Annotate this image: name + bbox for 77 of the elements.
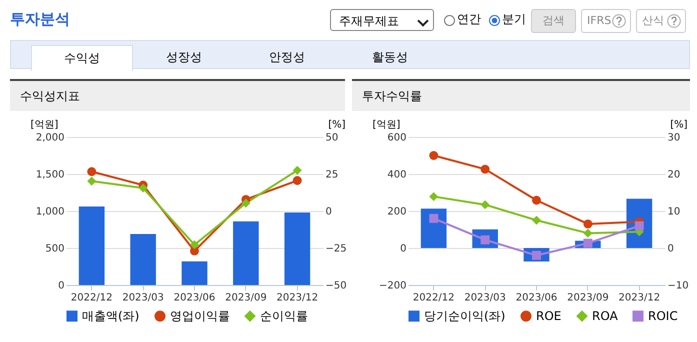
point: [87, 167, 96, 176]
x-tick-label: 2023/12: [618, 292, 660, 304]
point: [532, 196, 541, 205]
y-tick-label: 2,000: [36, 132, 64, 144]
bar: [182, 261, 208, 285]
y-tick-label: −200: [379, 280, 406, 292]
x-tick-label: 2023/06: [516, 292, 558, 304]
x-tick-label: 2023/12: [276, 292, 318, 304]
text: 검색: [531, 9, 576, 33]
x-tick-label: 2023/03: [122, 292, 164, 304]
point: [583, 238, 592, 248]
y2-tick-label: 50: [326, 132, 338, 144]
text: 분기: [502, 11, 526, 28]
point: [532, 216, 541, 225]
point: [429, 214, 438, 223]
y2-tick-label: 30: [668, 132, 680, 144]
legend-label: ROE: [536, 309, 562, 324]
text: 주재무제표: [330, 9, 434, 31]
y-axis-title: [억원]: [372, 120, 400, 130]
legend-label: ROA: [592, 309, 619, 324]
chart-title: 투자수익률: [352, 79, 690, 111]
point: [429, 192, 438, 202]
point: [292, 166, 302, 175]
y-tick-label: 400: [387, 170, 406, 180]
y2-tick-label: 0: [326, 206, 332, 218]
legend-label: ROIC: [648, 309, 678, 324]
bar: [233, 221, 259, 285]
y-axis-title: [억원]: [30, 120, 58, 130]
legend-label: 당기순이익(좌): [424, 309, 506, 324]
point: [87, 176, 96, 186]
text: 연간: [457, 11, 481, 28]
y2-axis-title: [%]: [328, 120, 346, 130]
point: [429, 151, 438, 160]
x-tick-label: 2022/12: [412, 292, 454, 304]
text: 수익성: [31, 45, 133, 71]
y-tick-label: 0: [58, 280, 64, 292]
x-tick-label: 2023/03: [464, 292, 506, 304]
point: [138, 184, 148, 193]
point: [634, 221, 644, 230]
point: [292, 176, 302, 185]
x-tick-label: 2022/12: [70, 292, 112, 304]
y2-tick-label: 10: [668, 206, 680, 218]
legend-label: 매출액(좌): [82, 309, 140, 324]
text: 안정성: [268, 49, 306, 66]
text: 활동성: [371, 49, 409, 66]
bar: [78, 206, 105, 285]
chart-title: 수익성지표: [10, 79, 345, 111]
text: 성장성: [165, 49, 203, 66]
x-tick-label: 2023/09: [225, 292, 267, 304]
text: 산식: [636, 9, 686, 33]
y2-tick-label: 25: [326, 170, 338, 180]
y-tick-label: 500: [45, 244, 64, 254]
legend-label: 순이익률: [260, 309, 308, 324]
text: IFRS: [581, 9, 631, 33]
point: [190, 240, 199, 250]
y-tick-label: 1,000: [36, 206, 64, 218]
y2-tick-label: −50: [326, 280, 347, 292]
y2-axis-title: [%]: [670, 120, 688, 130]
point: [480, 200, 490, 210]
x-tick-label: 2023/09: [567, 292, 609, 304]
y2-tick-label: −10: [668, 280, 689, 292]
y2-tick-label: 0: [668, 244, 674, 254]
point: [583, 228, 592, 238]
point: [241, 198, 250, 208]
y-tick-label: 600: [387, 132, 406, 144]
y-tick-label: 200: [387, 206, 406, 218]
bar: [284, 212, 310, 285]
point: [583, 219, 592, 228]
y-tick-label: 0: [400, 244, 406, 254]
y2-tick-label: −25: [326, 244, 347, 254]
point: [480, 164, 490, 174]
y-tick-label: 1,500: [36, 170, 64, 180]
bar: [130, 234, 156, 285]
y2-tick-label: 20: [668, 170, 680, 180]
legend-label: 영업이익률: [170, 309, 230, 324]
x-tick-label: 2023/06: [174, 292, 216, 304]
text: 투자분석: [10, 10, 70, 29]
